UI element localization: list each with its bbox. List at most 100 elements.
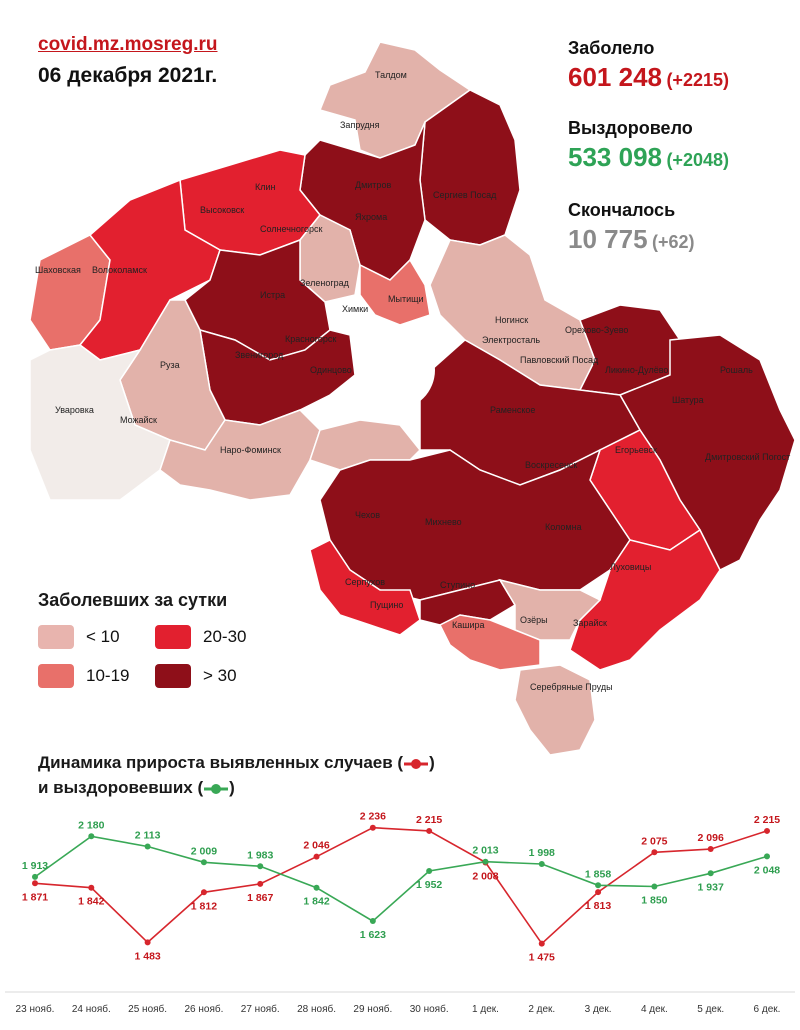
cases-value-label: 2 008	[472, 870, 498, 882]
label-krasnogorsk: Красногорск	[285, 334, 336, 344]
moscow-region-map: Талдом Запрудня Дмитров Сергиев Посад Кл…	[29, 41, 796, 756]
recovered-value-label: 1 858	[585, 868, 611, 880]
label-dmitrovsky-pogost: Дмитровский Погост	[705, 452, 790, 462]
sick-stat: 601 248 (+2215)	[568, 62, 729, 93]
cases-value-label: 2 215	[754, 814, 780, 826]
x-axis-ticks: 23 нояб. 24 нояб. 25 нояб. 26 нояб. 27 нояб.…	[16, 1003, 781, 1015]
recovered-value-label: 1 842	[303, 896, 329, 908]
died-label: Скончалось	[568, 200, 676, 220]
recovered-point	[88, 833, 95, 840]
recovered-value-label: 2 009	[191, 845, 217, 857]
cases-point	[313, 853, 320, 860]
x-tick-label: 6 дек.	[754, 1004, 781, 1015]
x-tick-label: 28 нояб.	[297, 1003, 336, 1015]
recovered-point	[257, 863, 264, 870]
moscow-city	[355, 330, 435, 410]
cases-value-label: 1 812	[191, 900, 217, 912]
label-mikhnevo: Михнево	[425, 517, 462, 527]
label-solnechnogorsk: Солнечногорск	[260, 224, 322, 234]
cases-point	[200, 889, 207, 896]
died-value: 10 775	[568, 224, 648, 254]
x-tick-label: 25 нояб.	[128, 1003, 167, 1015]
label-zelenograd: Зеленоград	[300, 278, 350, 288]
label-kolomna: Коломна	[545, 522, 582, 532]
label-zaprudnya: Запрудня	[340, 120, 380, 130]
label-dmitrov: Дмитров	[355, 180, 391, 190]
source-link[interactable]: covid.mz.mosreg.ru	[38, 34, 218, 55]
recovered-delta: (+2048)	[666, 150, 729, 170]
x-tick-label: 24 нояб.	[72, 1003, 111, 1015]
recovered-point	[369, 918, 376, 925]
cases-point	[144, 939, 151, 946]
label-ruza: Руза	[160, 360, 180, 370]
recovered-point	[538, 860, 545, 867]
recovered-point	[313, 884, 320, 891]
label-sergiev-posad: Сергиев Посад	[433, 190, 497, 200]
recovered-stat: 533 098 (+2048)	[568, 142, 729, 173]
recovered-point	[707, 870, 714, 877]
chart-points	[32, 824, 770, 947]
sick-label: Заболело	[568, 38, 655, 58]
label-serebryanye-prudy: Серебряные Пруды	[530, 682, 613, 692]
cases-point	[651, 849, 658, 856]
recovered-value-label: 2 180	[78, 819, 104, 831]
cases-value-label: 2 096	[698, 832, 724, 844]
recovered-point	[144, 843, 151, 850]
label-mozhaysk: Можайск	[120, 415, 157, 425]
recovered-series-line	[34, 835, 768, 923]
label-voskresensk: Воскресенск	[525, 460, 577, 470]
chart-title-text2: и выздоровевших (	[38, 778, 204, 797]
recovered-value-label: 1 913	[22, 860, 48, 872]
label-noginsk: Ногинск	[495, 315, 528, 325]
legend-swatch-gt30	[155, 664, 191, 688]
chart-title-line2: и выздоровевших ()	[38, 775, 435, 800]
recovered-value-label: 2 113	[135, 829, 161, 841]
cases-value-label: 1 483	[134, 950, 160, 962]
recovered-point	[32, 873, 38, 880]
recovered-value-label: 1 850	[641, 895, 667, 907]
label-khimki: Химки	[342, 304, 368, 314]
recovered-value-label: 1 623	[360, 929, 386, 941]
recovered-value-label: 2 048	[754, 864, 780, 876]
recovered-point	[200, 859, 207, 866]
cases-point	[257, 880, 264, 887]
cases-point	[707, 846, 714, 853]
region-mytishchi	[359, 258, 431, 326]
label-serpukhov: Серпухов	[345, 577, 385, 587]
label-lukhovitsy: Луховицы	[610, 562, 651, 572]
label-pushchino: Пущино	[370, 600, 403, 610]
cases-value-label: 1 475	[529, 952, 555, 964]
label-roshal: Рошаль	[720, 365, 753, 375]
chart-title-end2: )	[229, 778, 235, 797]
label-elektrostal: Электросталь	[482, 335, 540, 345]
x-tick-label: 3 дек.	[585, 1004, 612, 1015]
dynamics-line-chart: 1 871 1 842 1 483 1 812 1 867 2 046 2 236 2 215…	[5, 811, 795, 1015]
sick-delta: (+2215)	[666, 70, 729, 90]
legend-label-gt30: > 30	[203, 666, 237, 685]
label-volokolamsk: Волоколамск	[92, 265, 147, 275]
label-vysokovsk: Высоковск	[200, 205, 244, 215]
label-likino-dulevo: Ликино-Дулёво	[605, 365, 668, 375]
x-tick-label: 2 дек.	[528, 1004, 555, 1015]
legend-swatch-lt10	[38, 625, 74, 649]
map-regions	[29, 41, 796, 756]
cases-point	[32, 880, 38, 887]
label-odintsovo: Одинцово	[310, 365, 352, 375]
label-ozery: Озёры	[520, 615, 548, 625]
label-klin: Клин	[255, 182, 276, 192]
legend-swatch-10-19	[38, 664, 74, 688]
recovered-point	[482, 858, 489, 865]
legend-label-20-30: 20-30	[203, 627, 247, 646]
recovered-point	[426, 867, 433, 874]
died-stat: 10 775 (+62)	[568, 224, 695, 255]
x-tick-label: 26 нояб.	[184, 1003, 223, 1015]
cases-value-label: 2 236	[360, 811, 386, 823]
x-tick-label: 30 нояб.	[410, 1003, 449, 1015]
legend-label-10-19: 10-19	[86, 666, 130, 685]
cases-point	[369, 824, 376, 831]
recovered-point	[764, 853, 770, 860]
died-delta: (+62)	[651, 232, 695, 252]
recovered-point	[595, 882, 602, 889]
label-shatura: Шатура	[672, 395, 704, 405]
recovered-marker-icon	[204, 783, 229, 794]
